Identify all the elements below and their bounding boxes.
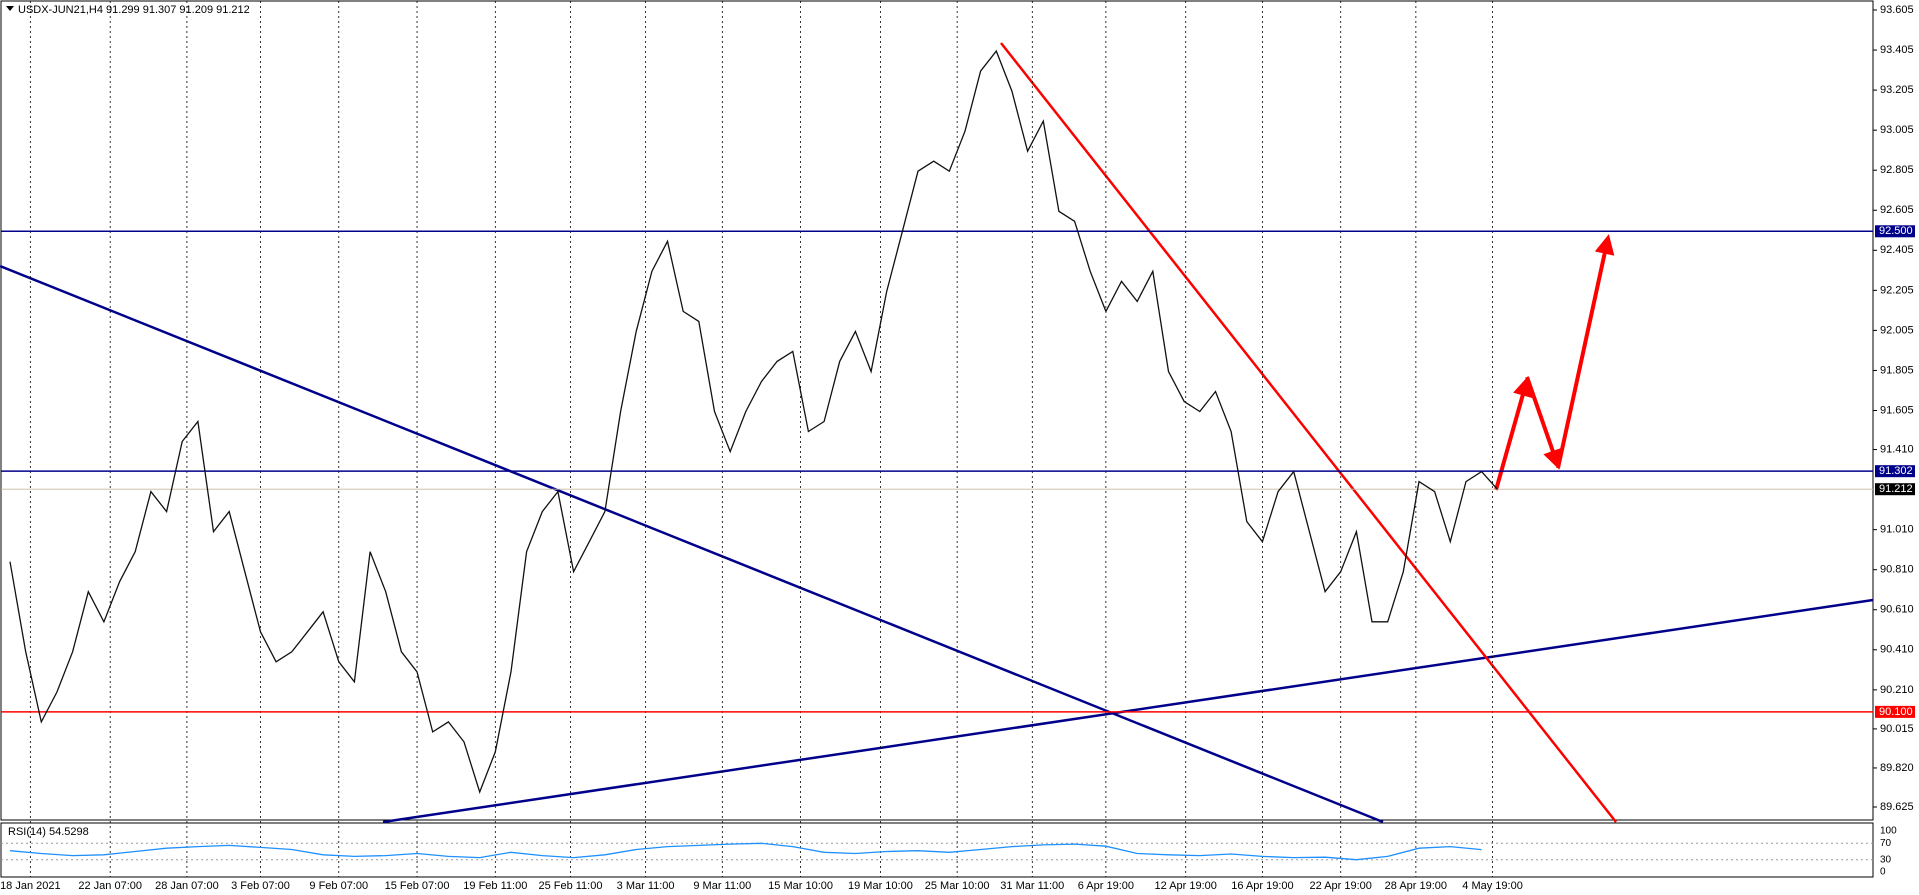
y-tick-label: 92.405 [1880,244,1914,256]
y-tick-label: 90.610 [1880,604,1914,616]
x-tick-label: 9 Mar 11:00 [693,880,751,892]
forecast-arrow [1525,376,1563,470]
y-tick-label: 92.605 [1880,204,1914,216]
trendline [1000,42,1617,823]
rsi-frame [0,822,1874,878]
level-label: 92.500 [1879,225,1913,237]
x-tick-label: 25 Mar 10:00 [925,880,990,892]
level-tag [1875,705,1915,718]
x-tick-label: 15 Feb 07:00 [385,880,450,892]
x-tick-label: 18 Jan 2021 [0,880,61,892]
rsi-line [9,842,1482,861]
price-line-series [9,49,1498,794]
x-tick-label: 3 Feb 07:00 [231,880,290,892]
price-tag [1875,483,1915,496]
price-label: 91.212 [1879,483,1913,495]
y-tick-label: 91.605 [1880,404,1914,416]
main-frame [0,0,1874,821]
y-tick-label: 92.205 [1880,284,1914,296]
y-tick-label: 70 [1880,838,1892,849]
y-tick-label: 92.005 [1880,324,1914,336]
x-tick-label: 31 Mar 11:00 [1000,880,1064,892]
x-tick-label: 6 Apr 19:00 [1078,880,1134,892]
y-tick-label: 93.605 [1880,4,1914,16]
x-tick-label: 22 Apr 19:00 [1310,880,1372,892]
level-tag [1875,465,1915,478]
trendline [0,264,1384,824]
chart-title: USDX-JUN21,H4 91.299 91.307 91.209 91.21… [18,4,250,16]
x-tick-label: 22 Jan 07:00 [78,880,142,892]
y-tick-label: 92.805 [1880,164,1914,176]
y-tick-label: 89.625 [1880,801,1914,813]
y-tick-label: 90.410 [1880,644,1914,656]
x-tick-label: 19 Feb 11:00 [463,880,527,892]
x-tick-label: 25 Feb 11:00 [538,880,602,892]
x-tick-label: 19 Mar 10:00 [848,880,913,892]
trendline [382,598,1874,824]
y-tick-label: 91.010 [1880,524,1914,536]
forecast-arrow [1556,234,1615,469]
x-tick-label: 15 Mar 10:00 [768,880,833,892]
x-tick-label: 3 Mar 11:00 [617,880,675,892]
y-tick-label: 93.005 [1880,124,1914,136]
level-label: 90.100 [1879,706,1913,718]
x-tick-label: 28 Jan 07:00 [155,880,219,892]
y-tick-label: 89.820 [1880,762,1914,774]
y-tick-label: 100 [1880,826,1897,837]
y-tick-label: 90.015 [1880,723,1914,735]
x-tick-label: 28 Apr 19:00 [1385,880,1447,892]
x-tick-label: 9 Feb 07:00 [309,880,368,892]
y-tick-label: 91.805 [1880,364,1914,376]
level-label: 91.302 [1879,465,1913,477]
level-tag [1875,225,1915,238]
x-tick-label: 16 Apr 19:00 [1231,880,1293,892]
x-tick-label: 4 May 19:00 [1462,880,1523,892]
menu-triangle [6,6,14,11]
y-tick-label: 0 [1880,867,1886,878]
y-tick-label: 91.410 [1880,443,1914,455]
x-tick-label: 12 Apr 19:00 [1155,880,1217,892]
rsi-title: RSI(14) 54.5298 [8,826,89,838]
y-tick-label: 90.210 [1880,684,1914,696]
y-tick-label: 90.810 [1880,564,1914,576]
y-tick-label: 30 [1880,854,1892,865]
y-tick-label: 93.205 [1880,84,1914,96]
forecast-arrow [1494,376,1533,491]
y-tick-label: 93.405 [1880,44,1914,56]
